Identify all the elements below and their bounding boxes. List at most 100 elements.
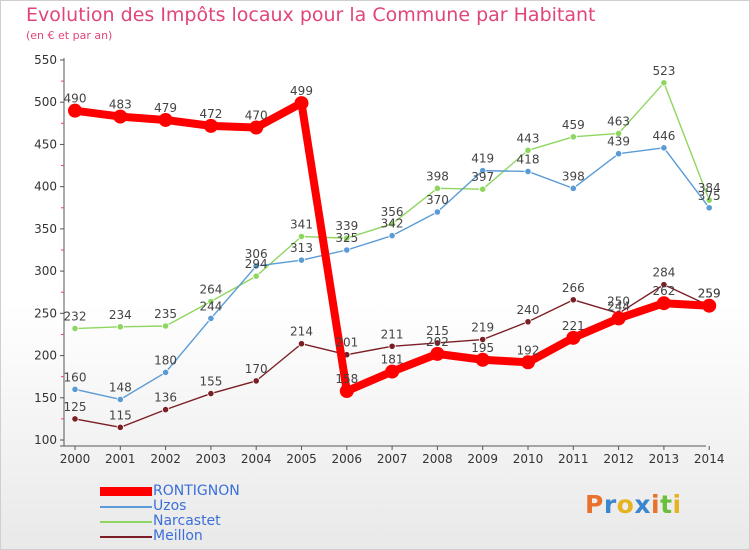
data-label-meillon: 125 xyxy=(64,400,87,414)
logo-letter: x xyxy=(634,490,651,519)
data-point-rontignon xyxy=(294,96,309,111)
data-label-rontignon: 472 xyxy=(199,107,222,121)
data-point-narcastet xyxy=(388,220,396,228)
data-label-narcastet: 523 xyxy=(652,64,675,78)
data-label-uzos: 370 xyxy=(426,193,449,207)
data-label-uzos: 342 xyxy=(381,217,404,231)
data-point-uzos xyxy=(433,208,441,216)
legend-swatch-meillon xyxy=(100,536,152,538)
data-label-rontignon: 499 xyxy=(290,84,313,98)
logo-letter: i xyxy=(672,490,682,519)
data-label-meillon: 136 xyxy=(154,391,177,405)
logo-letter: P xyxy=(585,490,604,519)
data-point-meillon xyxy=(660,281,668,289)
data-label-rontignon: 479 xyxy=(154,101,177,115)
legend-item-narcastet: Narcastet xyxy=(100,514,350,529)
data-label-narcastet: 459 xyxy=(562,118,585,132)
data-point-meillon xyxy=(433,339,441,347)
data-label-meillon: 250 xyxy=(607,294,630,308)
data-label-meillon: 215 xyxy=(426,324,449,338)
data-label-rontignon: 259 xyxy=(698,287,721,301)
data-point-rontignon xyxy=(339,384,354,399)
data-point-rontignon xyxy=(203,118,218,133)
data-point-rontignon xyxy=(385,364,400,379)
data-label-uzos: 306 xyxy=(245,247,268,261)
y-tick-label: 300 xyxy=(34,264,57,278)
data-point-narcastet xyxy=(524,146,532,154)
data-label-meillon: 155 xyxy=(199,375,222,389)
data-point-uzos xyxy=(388,232,396,240)
x-tick-label: 2002 xyxy=(150,452,181,466)
data-point-uzos xyxy=(479,167,487,175)
x-tick-label: 2000 xyxy=(60,452,91,466)
data-label-rontignon: 158 xyxy=(335,372,358,386)
data-point-rontignon xyxy=(113,109,128,124)
data-label-narcastet: 397 xyxy=(471,170,494,184)
data-point-narcastet xyxy=(705,196,713,204)
y-tick-label: 100 xyxy=(34,433,57,447)
legend-label-meillon: Meillon xyxy=(153,528,203,544)
data-point-uzos xyxy=(207,314,215,322)
data-point-rontignon xyxy=(430,346,445,361)
data-point-uzos xyxy=(705,204,713,212)
data-label-meillon: 259 xyxy=(698,287,721,301)
data-label-narcastet: 234 xyxy=(109,308,132,322)
data-point-uzos xyxy=(252,262,260,270)
data-label-narcastet: 398 xyxy=(426,169,449,183)
data-point-uzos xyxy=(162,368,170,377)
data-point-narcastet xyxy=(479,185,487,193)
data-label-rontignon: 490 xyxy=(64,92,87,106)
data-point-narcastet xyxy=(614,129,623,138)
x-tick-label: 2003 xyxy=(196,452,227,466)
x-tick-label: 2014 xyxy=(694,452,725,466)
data-label-narcastet: 264 xyxy=(199,283,222,297)
logo-letter: t xyxy=(660,490,673,519)
data-point-uzos xyxy=(660,144,668,152)
x-tick-label: 2013 xyxy=(649,452,680,466)
data-point-uzos xyxy=(297,256,306,264)
data-label-uzos: 375 xyxy=(698,189,721,203)
data-label-narcastet: 384 xyxy=(698,181,721,195)
legend-item-meillon: Meillon xyxy=(100,529,350,544)
y-tick-label: 350 xyxy=(34,222,57,236)
data-label-meillon: 201 xyxy=(335,336,358,350)
data-label-meillon: 219 xyxy=(471,321,494,335)
data-label-meillon: 284 xyxy=(652,266,675,280)
data-label-rontignon: 202 xyxy=(426,335,449,349)
data-label-narcastet: 235 xyxy=(154,307,177,321)
data-label-rontignon: 470 xyxy=(245,109,268,123)
x-tick-label: 2007 xyxy=(377,452,408,466)
logo-letter: i xyxy=(651,490,661,519)
data-label-meillon: 214 xyxy=(290,325,313,339)
data-label-uzos: 446 xyxy=(652,129,675,143)
data-point-meillon xyxy=(252,377,260,385)
data-label-rontignon: 195 xyxy=(471,341,494,355)
data-label-uzos: 419 xyxy=(471,152,494,166)
data-label-meillon: 170 xyxy=(245,362,268,376)
data-point-narcastet xyxy=(343,234,351,242)
data-point-uzos xyxy=(71,385,79,393)
data-point-meillon xyxy=(388,342,396,350)
data-point-rontignon xyxy=(566,330,581,345)
legend-label-uzos: Uzos xyxy=(153,498,187,514)
data-label-rontignon: 244 xyxy=(607,299,630,313)
data-point-narcastet xyxy=(252,272,260,280)
legend-swatch-rontignon xyxy=(100,487,152,496)
data-point-meillon xyxy=(297,340,306,348)
data-point-rontignon xyxy=(249,120,264,135)
data-label-meillon: 266 xyxy=(562,281,585,295)
data-label-rontignon: 181 xyxy=(381,353,404,367)
data-point-rontignon xyxy=(702,298,717,313)
data-label-uzos: 160 xyxy=(64,370,87,384)
data-label-narcastet: 356 xyxy=(381,205,404,219)
logo-letter: r xyxy=(603,490,617,519)
y-tick-label: 250 xyxy=(34,306,57,320)
data-label-uzos: 313 xyxy=(290,241,313,255)
x-tick-label: 2009 xyxy=(467,452,498,466)
chart-legend: RONTIGNON Uzos Narcastet Meillon xyxy=(100,484,350,544)
data-label-uzos: 148 xyxy=(109,380,132,394)
legend-swatch-uzos xyxy=(100,506,152,508)
data-label-meillon: 240 xyxy=(517,303,540,317)
